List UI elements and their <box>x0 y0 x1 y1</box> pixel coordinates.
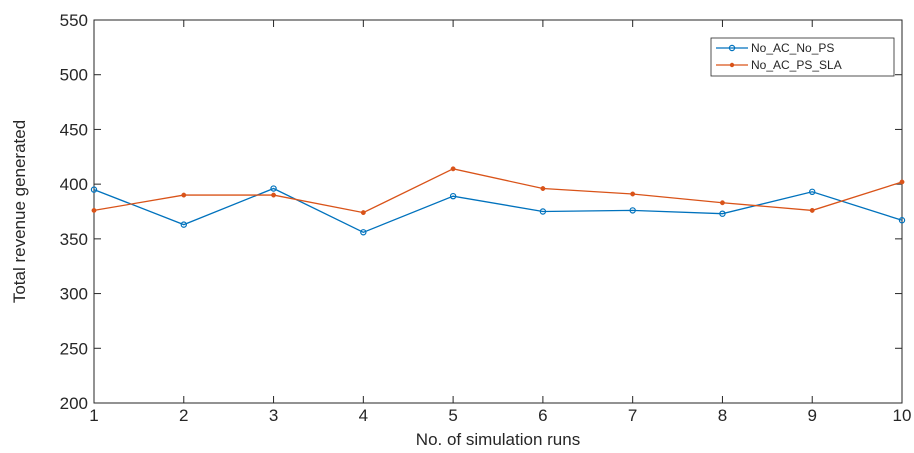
legend-item: No_AC_No_PS <box>716 41 834 55</box>
data-point <box>899 179 905 185</box>
legend-item: No_AC_PS_SLA <box>716 58 842 72</box>
y-tick-label: 400 <box>60 175 88 194</box>
data-point <box>449 192 457 200</box>
series-line <box>93 187 903 234</box>
x-tick-label: 4 <box>359 406 368 425</box>
data-point <box>450 166 456 172</box>
data-point <box>91 207 97 213</box>
x-tick-label: 1 <box>89 406 98 425</box>
x-tick-label: 3 <box>269 406 278 425</box>
data-point <box>270 185 277 192</box>
legend-label: No_AC_PS_SLA <box>751 58 842 72</box>
y-axis-title: Total revenue generated <box>10 120 29 303</box>
y-tick-label: 450 <box>60 120 88 139</box>
series-No_AC_PS_SLA <box>91 166 905 216</box>
data-point <box>629 207 636 214</box>
data-point <box>540 186 546 191</box>
x-axis-ticks: 1 2 3 4 5 6 7 8 9 10 <box>89 20 911 425</box>
series-line <box>93 168 903 214</box>
legend-swatch-marker <box>728 44 736 52</box>
legend-swatch-marker <box>729 62 735 68</box>
data-point <box>539 208 547 215</box>
data-point <box>360 210 366 216</box>
data-point <box>898 217 906 224</box>
y-tick-label: 500 <box>60 66 88 85</box>
legend-label: No_AC_No_PS <box>751 41 834 55</box>
x-tick-label: 5 <box>448 406 457 425</box>
data-point <box>719 210 726 217</box>
data-point <box>271 192 277 198</box>
data-point <box>181 192 187 198</box>
x-tick-label: 7 <box>628 406 637 425</box>
x-tick-label: 8 <box>718 406 727 425</box>
x-axis-title: No. of simulation runs <box>416 430 580 449</box>
x-tick-label: 2 <box>179 406 188 425</box>
x-tick-label: 6 <box>538 406 547 425</box>
y-tick-label: 200 <box>60 394 88 413</box>
x-tick-label: 10 <box>893 406 912 425</box>
data-point <box>809 188 816 196</box>
y-axis-ticks: 200 250 300 350 400 450 500 550 <box>60 11 902 413</box>
data-point <box>180 221 187 228</box>
data-point <box>360 229 367 236</box>
data-point <box>809 207 815 213</box>
data-point <box>90 186 98 193</box>
y-tick-label: 550 <box>60 11 88 30</box>
legend: No_AC_No_PS No_AC_PS_SLA <box>710 37 895 77</box>
series-No_AC_No_PS <box>90 185 906 236</box>
x-tick-label: 9 <box>807 406 816 425</box>
y-tick-label: 300 <box>60 285 88 304</box>
data-point <box>630 191 636 197</box>
y-tick-label: 250 <box>60 339 88 358</box>
legend-box <box>710 37 895 77</box>
y-tick-label: 350 <box>60 230 88 249</box>
series-layer <box>90 166 906 236</box>
data-point <box>719 200 725 206</box>
